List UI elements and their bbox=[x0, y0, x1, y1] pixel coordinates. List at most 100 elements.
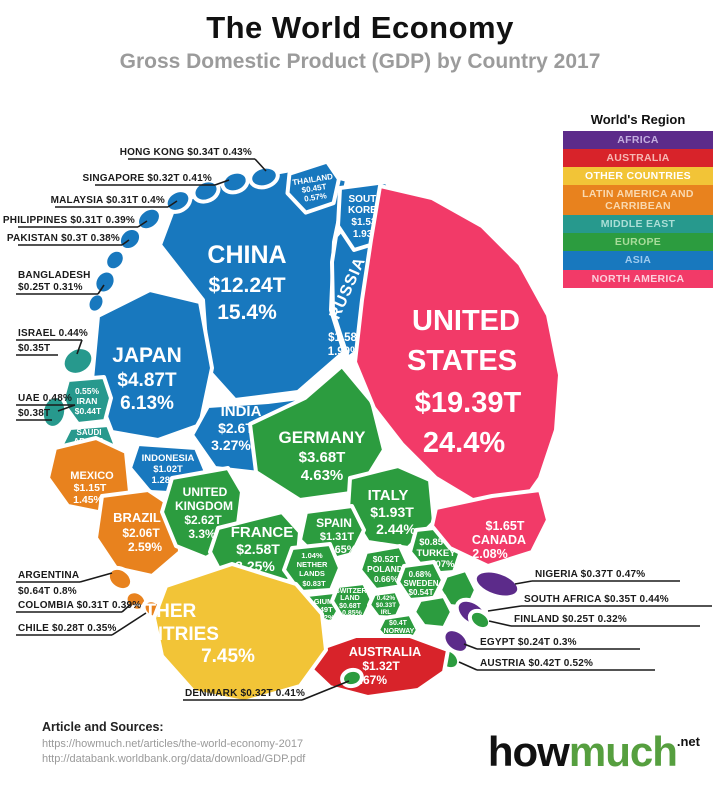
logo-net-suffix: .net bbox=[676, 734, 700, 749]
united-states-share: 24.4% bbox=[423, 427, 505, 459]
thailand-value: $0.45T bbox=[301, 182, 327, 195]
belgium-label: BELGIUM bbox=[299, 597, 334, 606]
switzerland-share: 0.85% bbox=[342, 610, 363, 617]
logo-much: much bbox=[568, 728, 678, 775]
callout-nigeria-label: NIGERIA $0.37T 0.47% bbox=[535, 569, 645, 580]
howmuch-logo: howmuch.net bbox=[488, 728, 700, 776]
callout-argentina-label-1: ARGENTINA bbox=[18, 570, 79, 581]
south-korea-value: $1.53T bbox=[351, 217, 382, 228]
other-countries-label-1: OTHER bbox=[130, 601, 197, 622]
callout-chile-label: CHILE $0.28T 0.35% bbox=[18, 623, 117, 634]
spain-value: $1.31T bbox=[320, 531, 355, 543]
thailand-share: 0.57% bbox=[304, 191, 328, 203]
callout-colombia-pointer bbox=[121, 603, 132, 613]
cell-other-countries: OTHER COUNTRIES 7.45% bbox=[107, 562, 328, 704]
other-countries-label-2: COUNTRIES bbox=[107, 624, 219, 645]
callout-chile: CHILE $0.28T 0.35% bbox=[16, 612, 147, 636]
callout-chile-pointer bbox=[111, 612, 147, 636]
mexico-value: $1.15T bbox=[74, 482, 107, 494]
canada-value: $1.65T bbox=[486, 519, 525, 533]
callout-malaysia-pointer bbox=[167, 200, 178, 208]
callout-south-africa-pointer bbox=[487, 605, 522, 612]
legend-row-other-countries: OTHER COUNTRIES bbox=[563, 167, 713, 186]
callout-bangladesh-pointer bbox=[97, 284, 105, 295]
callout-singapore: SINGAPORE $0.32T 0.41% bbox=[83, 173, 230, 186]
united-kingdom-label-1: UNITED bbox=[183, 485, 228, 499]
netherlands-share: 1.04% bbox=[301, 551, 323, 560]
united-kingdom-label-2: KINGDOM bbox=[175, 499, 233, 513]
asia-bubble bbox=[220, 169, 250, 195]
callout-uae: UAE 0.48% $0.38T bbox=[16, 393, 76, 421]
callout-egypt-label: EGYPT $0.24T 0.3% bbox=[480, 637, 577, 648]
finland-bubble bbox=[467, 608, 493, 632]
cell-japan: JAPAN $4.87T 6.13% bbox=[90, 288, 214, 442]
callout-bangladesh: BANGLADESH $0.25T 0.31% bbox=[16, 270, 105, 295]
ireland-value: $0.33T bbox=[376, 602, 396, 609]
cell-netherlands: 1.04% NETHER LANDS $0.83T bbox=[282, 542, 342, 594]
callout-pakistan-pointer bbox=[121, 239, 130, 246]
turkey-share: 1.07% bbox=[428, 559, 455, 570]
south-korea-label-1: SOUTH bbox=[349, 194, 384, 205]
australia-value: $1.32T bbox=[362, 659, 400, 673]
europe-filler-cell bbox=[412, 594, 454, 630]
netherlands-region-shape bbox=[282, 542, 342, 594]
switzerland-label-2: LAND bbox=[340, 595, 359, 602]
sweden-value: $0.54T bbox=[409, 588, 434, 597]
united-states-label-1: UNITED bbox=[412, 305, 520, 337]
callout-nigeria-pointer bbox=[514, 580, 533, 585]
callout-bangladesh-label-1: BANGLADESH bbox=[18, 270, 91, 281]
brazil-share: 2.59% bbox=[128, 540, 162, 554]
callout-south-africa: SOUTH AFRICA $0.35T 0.44% bbox=[487, 594, 712, 612]
ireland-share: 0.42% bbox=[377, 595, 396, 602]
pakistan-bubble bbox=[116, 225, 144, 253]
germany-share: 4.63% bbox=[301, 467, 344, 484]
canada-region-shape bbox=[430, 488, 550, 568]
callout-denmark-pointer bbox=[301, 680, 350, 701]
indonesia-label: INDONESIA bbox=[142, 453, 195, 464]
iran-label: IRAN bbox=[77, 396, 98, 406]
russia-share: 1.99% bbox=[328, 346, 361, 358]
source-url-article[interactable]: https://howmuch.net/articles/the-world-e… bbox=[42, 738, 304, 750]
indonesia-value: $1.02T bbox=[153, 464, 183, 475]
japan-value: $4.87T bbox=[117, 370, 177, 391]
italy-label: ITALY bbox=[368, 487, 409, 504]
france-value: $2.58T bbox=[236, 541, 280, 557]
callout-egypt: EGYPT $0.24T 0.3% bbox=[463, 637, 640, 650]
cell-germany: GERMANY $3.68T 4.63% bbox=[248, 364, 386, 502]
callout-finland-pointer bbox=[488, 620, 512, 627]
france-label: FRANCE bbox=[231, 524, 294, 541]
brazil-value: $2.06T bbox=[122, 526, 160, 540]
poland-value: $0.52T bbox=[373, 554, 400, 564]
canada-share: 2.08% bbox=[472, 547, 507, 561]
japan-label: JAPAN bbox=[112, 344, 182, 367]
switzerland-label-1: SWITZER- bbox=[335, 588, 369, 595]
region-legend: World's Region AFRICA AUSTRALIA OTHER CO… bbox=[563, 112, 713, 288]
callout-hong-kong-pointer bbox=[254, 158, 267, 172]
italy-share: 2.44% bbox=[376, 521, 416, 537]
poland-label: POLAND bbox=[367, 564, 403, 574]
netherlands-value: $0.83T bbox=[302, 579, 326, 588]
argentina-bubble bbox=[105, 565, 135, 593]
legend-row-australia: AUSTRALIA bbox=[563, 149, 713, 168]
united-states-value: $19.39T bbox=[415, 387, 522, 419]
united-kingdom-share: 3.3% bbox=[188, 527, 216, 541]
thailand-region-shape bbox=[285, 159, 341, 215]
belgium-value: $0.49T bbox=[309, 605, 333, 614]
callout-hong-kong-label: HONG KONG $0.34T 0.43% bbox=[120, 147, 252, 158]
iran-value: $0.44T bbox=[75, 406, 102, 416]
netherlands-label-2: LANDS bbox=[299, 569, 325, 578]
legend-row-asia: ASIA bbox=[563, 251, 713, 270]
callout-argentina-label-2: $0.64T 0.8% bbox=[18, 586, 77, 597]
legend-row-africa: AFRICA bbox=[563, 131, 713, 150]
germany-value: $3.68T bbox=[299, 449, 346, 466]
callout-colombia-label: COLOMBIA $0.31T 0.39% bbox=[18, 600, 141, 611]
cell-sweden: 0.68% SWEDEN $0.54T bbox=[396, 560, 445, 602]
legend-row-europe: EUROPE bbox=[563, 233, 713, 252]
callout-uae-label-1: UAE 0.48% bbox=[18, 393, 72, 404]
turkey-label: TURKEY bbox=[416, 548, 456, 559]
callout-nigeria: NIGERIA $0.37T 0.47% bbox=[514, 569, 680, 585]
ireland-label: IRL bbox=[381, 609, 392, 616]
source-url-databank[interactable]: http://databank.worldbank.org/data/downl… bbox=[42, 752, 306, 765]
cell-canada: $1.65T CANADA 2.08% bbox=[430, 488, 550, 568]
